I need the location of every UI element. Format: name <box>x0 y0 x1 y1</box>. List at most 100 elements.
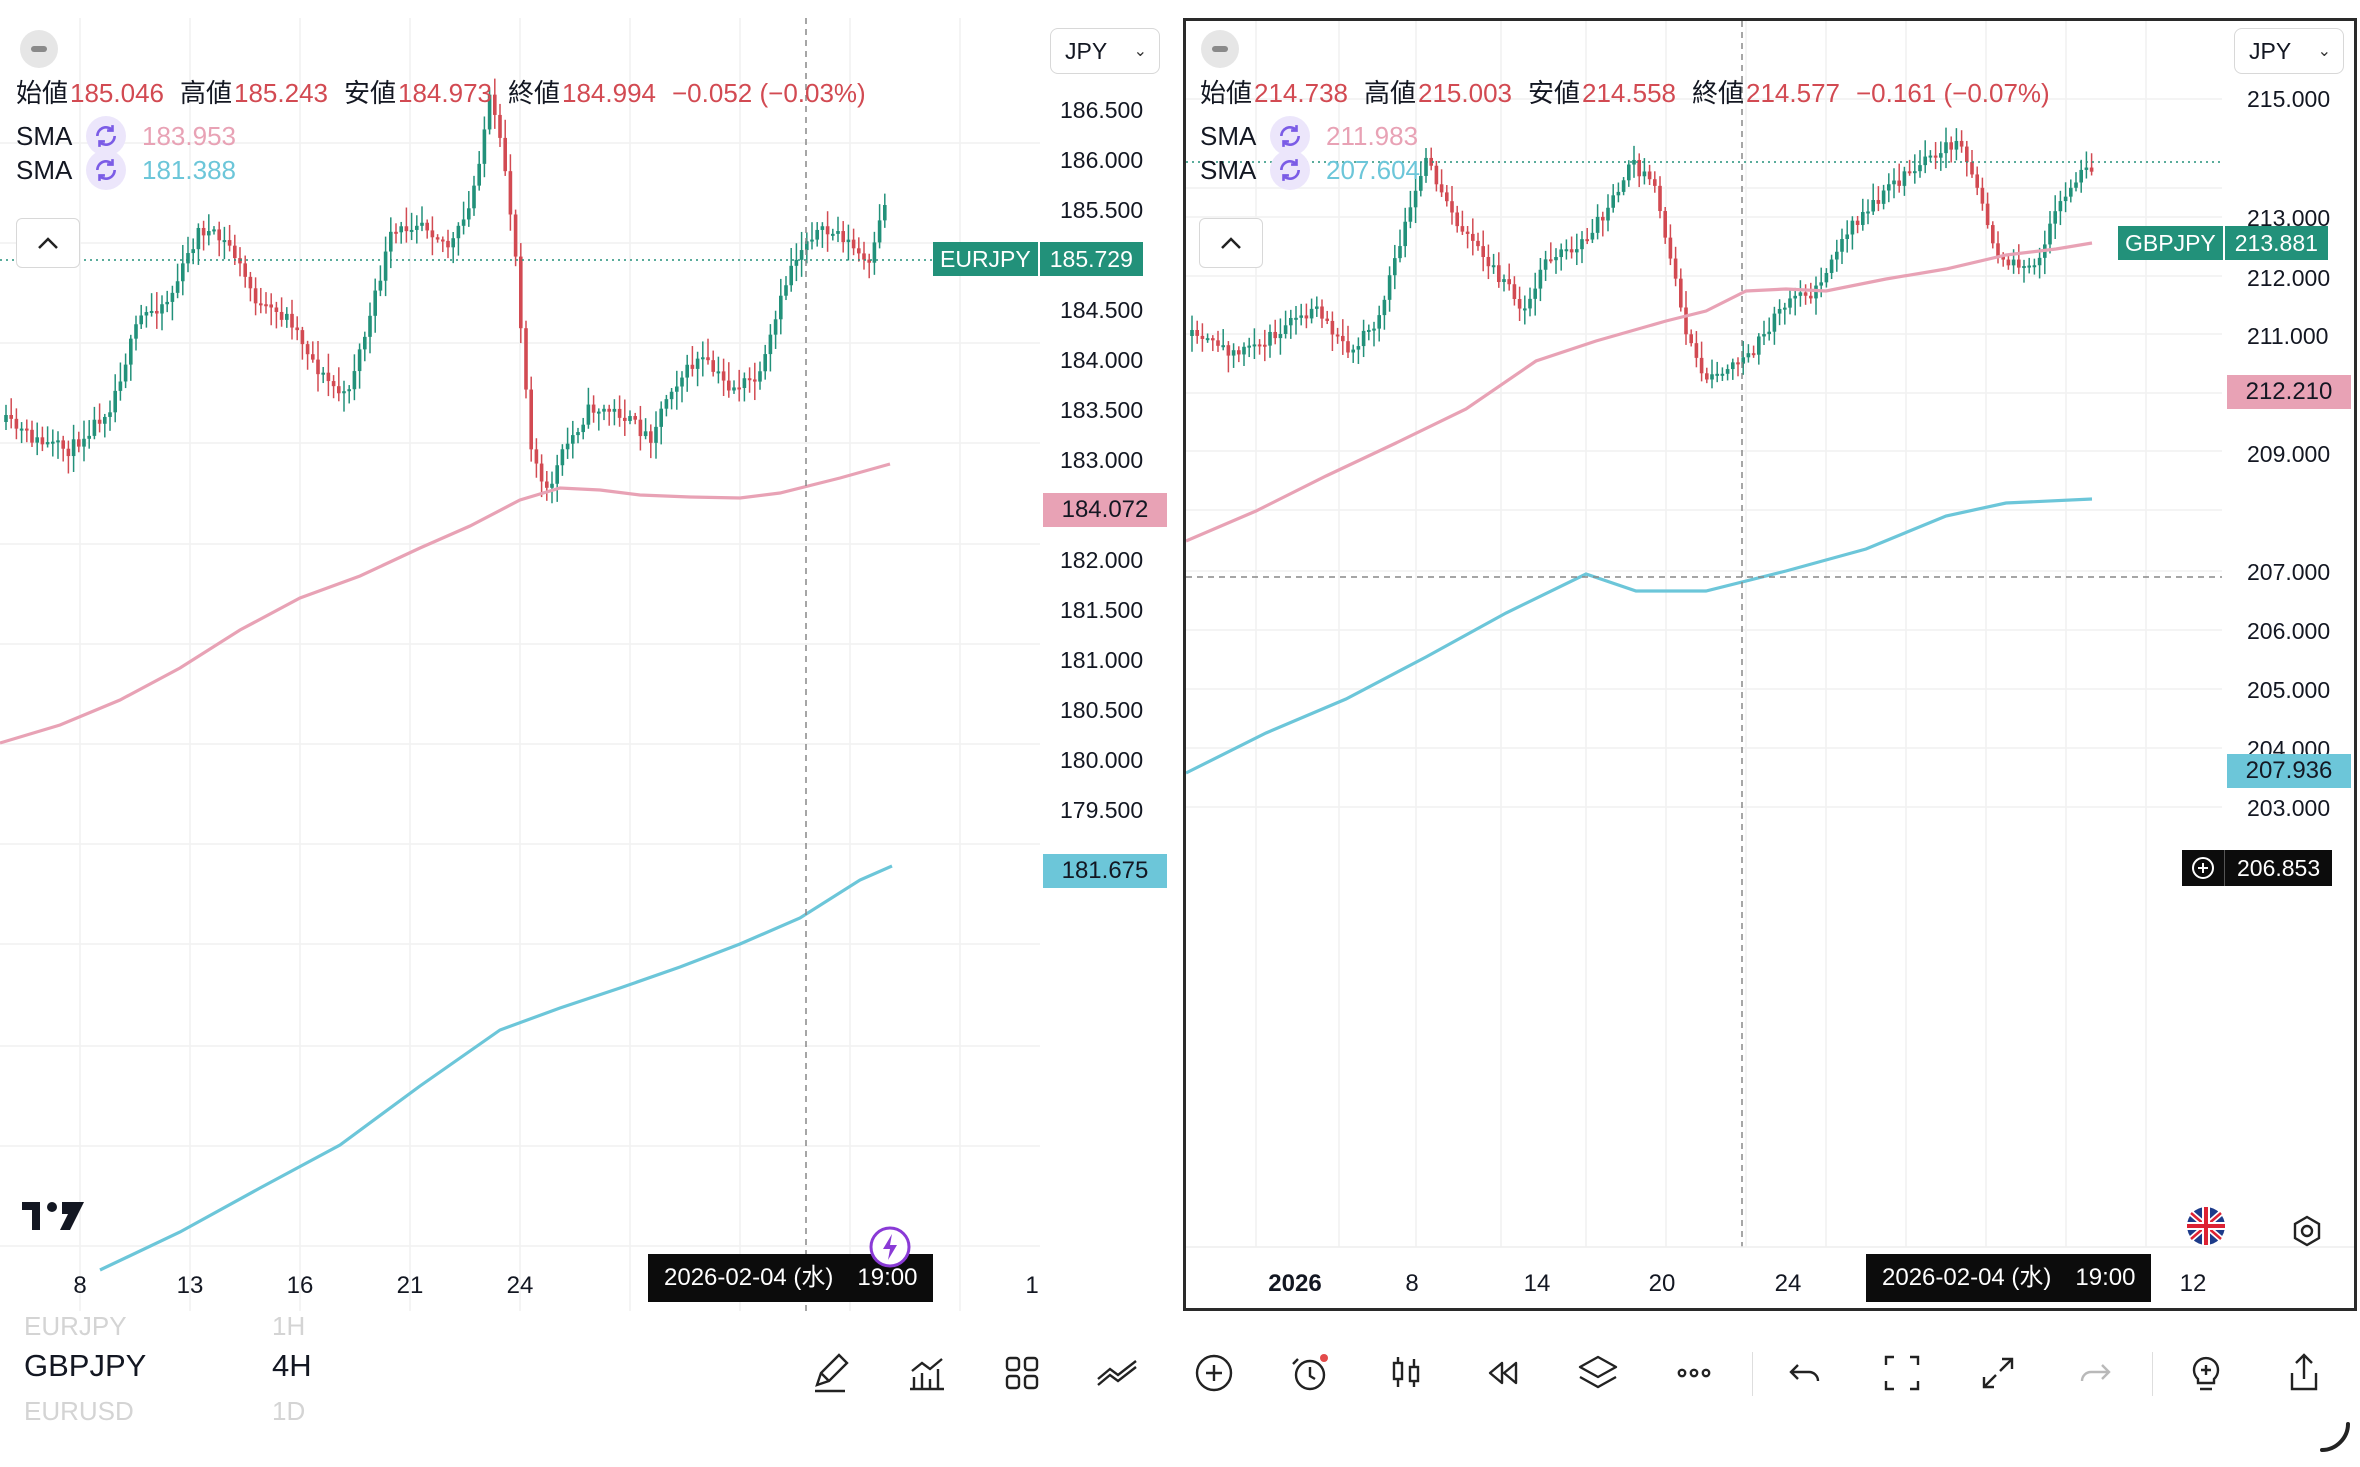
chevron-down-icon: ⌄ <box>1133 43 1147 60</box>
object-tree-button[interactable] <box>1570 1345 1626 1401</box>
candle-body <box>685 364 689 378</box>
candle-body <box>71 439 76 457</box>
candle-body <box>747 378 752 381</box>
chart-canvas-left[interactable] <box>0 18 1170 1311</box>
candle-body <box>669 391 674 400</box>
candle-body <box>144 312 149 316</box>
add-alert-icon[interactable] <box>2182 850 2225 886</box>
candle-body <box>1304 315 1309 319</box>
undo-icon <box>1789 1364 1820 1382</box>
add-button[interactable] <box>1186 1345 1242 1401</box>
panel-menu-button[interactable] <box>20 30 58 68</box>
candle-body <box>1876 200 1881 204</box>
sma-legend-1[interactable]: SMA 211.983 <box>1200 116 1418 156</box>
candle-body <box>201 227 206 236</box>
candle-body <box>1554 257 1558 261</box>
symbol-item[interactable]: EURUSD 1D <box>24 1396 306 1426</box>
candle-body <box>680 377 684 387</box>
candle-body <box>1429 157 1433 166</box>
screenshot-button[interactable] <box>1874 1345 1930 1401</box>
sma1-price-badge: 184.072 <box>1043 493 1167 527</box>
collapse-legend-button[interactable] <box>16 218 80 268</box>
sma-legend-1[interactable]: SMA 183.953 <box>16 116 236 156</box>
candle-body <box>1543 259 1548 270</box>
refresh-icon[interactable] <box>1270 116 1310 156</box>
candle-body <box>1907 171 1912 174</box>
candle-body <box>1590 232 1595 240</box>
price-axis-label: 209.000 <box>2247 441 2331 467</box>
price-axis-label: 203.000 <box>2247 795 2331 821</box>
time-axis-label: 14 <box>1523 1270 1551 1297</box>
candle-body <box>508 171 513 215</box>
candle-body <box>2089 167 2094 172</box>
uk-flag-icon <box>2187 1207 2225 1245</box>
chart-panel-right[interactable]: 始値214.738 高値215.003 安値214.558 終値214.577 −0.1… <box>1183 18 2357 1311</box>
redo-icon <box>2080 1364 2111 1382</box>
indicators-button[interactable] <box>898 1345 954 1401</box>
candle-body <box>706 357 710 361</box>
chart-panel-left[interactable]: 始値185.046 高値185.243 安値184.973 終値184.994 −0.0… <box>0 18 1170 1311</box>
candle-body <box>92 419 97 436</box>
refresh-icon[interactable] <box>1270 150 1310 190</box>
drawing-tool-button[interactable] <box>803 1345 859 1401</box>
symbol-item[interactable]: EURJPY 1H <box>24 1311 306 1341</box>
candle-body <box>2027 265 2031 268</box>
candle-body <box>461 219 466 226</box>
redo-button[interactable] <box>2066 1345 2122 1401</box>
sma-legend-2[interactable]: SMA 207.604 <box>1200 150 1420 190</box>
replay-button[interactable] <box>1474 1345 1530 1401</box>
lightning-icon[interactable] <box>868 1225 912 1269</box>
more-button[interactable] <box>1666 1345 1722 1401</box>
refresh-icon[interactable] <box>86 116 126 156</box>
share-button[interactable] <box>2276 1345 2332 1401</box>
chart-type-button[interactable] <box>1378 1345 1434 1401</box>
candle-body <box>810 239 814 242</box>
alert-button[interactable] <box>1282 1345 1338 1401</box>
candle-body <box>799 250 804 260</box>
candle-body <box>1252 344 1257 347</box>
currency-select[interactable]: JPY ⌄ <box>1050 28 1160 74</box>
collapse-legend-button[interactable] <box>1199 218 1263 268</box>
candle-body <box>1419 175 1423 191</box>
compare-button[interactable] <box>1090 1345 1146 1401</box>
candle-body <box>617 408 622 418</box>
candle-body <box>555 465 559 484</box>
candle-body <box>45 442 50 445</box>
candle-body <box>1897 180 1901 186</box>
panel-menu-button[interactable] <box>1201 30 1239 68</box>
layouts-button[interactable] <box>994 1345 1050 1401</box>
candle-body <box>1933 155 1938 158</box>
resize-handle-icon[interactable] <box>2318 1420 2352 1454</box>
undo-button[interactable] <box>1778 1345 1834 1401</box>
candle-body <box>1330 320 1335 335</box>
symbol-item-active[interactable]: GBPJPY 4H <box>24 1348 312 1383</box>
sma1-line <box>1186 241 2093 543</box>
candle-body <box>1835 251 1839 260</box>
currency-select[interactable]: JPY ⌄ <box>2234 28 2344 74</box>
candle-body <box>623 417 627 421</box>
sma-legend-2[interactable]: SMA 181.388 <box>16 150 236 190</box>
candle-body <box>1346 341 1350 353</box>
candle-body <box>784 285 788 296</box>
candle-body <box>25 428 29 431</box>
candle-body <box>404 226 409 232</box>
crosshair-price-badge[interactable]: 206.853 <box>2182 850 2333 886</box>
ohlc-legend: 始値214.738 高値215.003 安値214.558 終値214.577 −0.1… <box>1200 78 2050 108</box>
candle-body <box>581 424 585 433</box>
candle-body <box>378 280 383 291</box>
settings-icon[interactable] <box>2290 1214 2324 1248</box>
candle-body <box>2032 265 2037 268</box>
candle-body <box>1226 345 1231 356</box>
refresh-icon[interactable] <box>86 150 126 190</box>
chart-canvas-right[interactable] <box>1186 21 2354 1308</box>
candle-body <box>1939 153 1943 158</box>
price-axis-label: 183.000 <box>1060 447 1144 473</box>
candle-body <box>196 227 201 250</box>
ideas-button[interactable] <box>2178 1345 2234 1401</box>
candle-body <box>1242 346 1246 355</box>
candle-body <box>794 259 799 266</box>
candle-body <box>2006 259 2011 266</box>
fullscreen-button[interactable] <box>1970 1345 2026 1401</box>
candle-body <box>1195 330 1199 336</box>
candle-body <box>1861 212 1865 225</box>
